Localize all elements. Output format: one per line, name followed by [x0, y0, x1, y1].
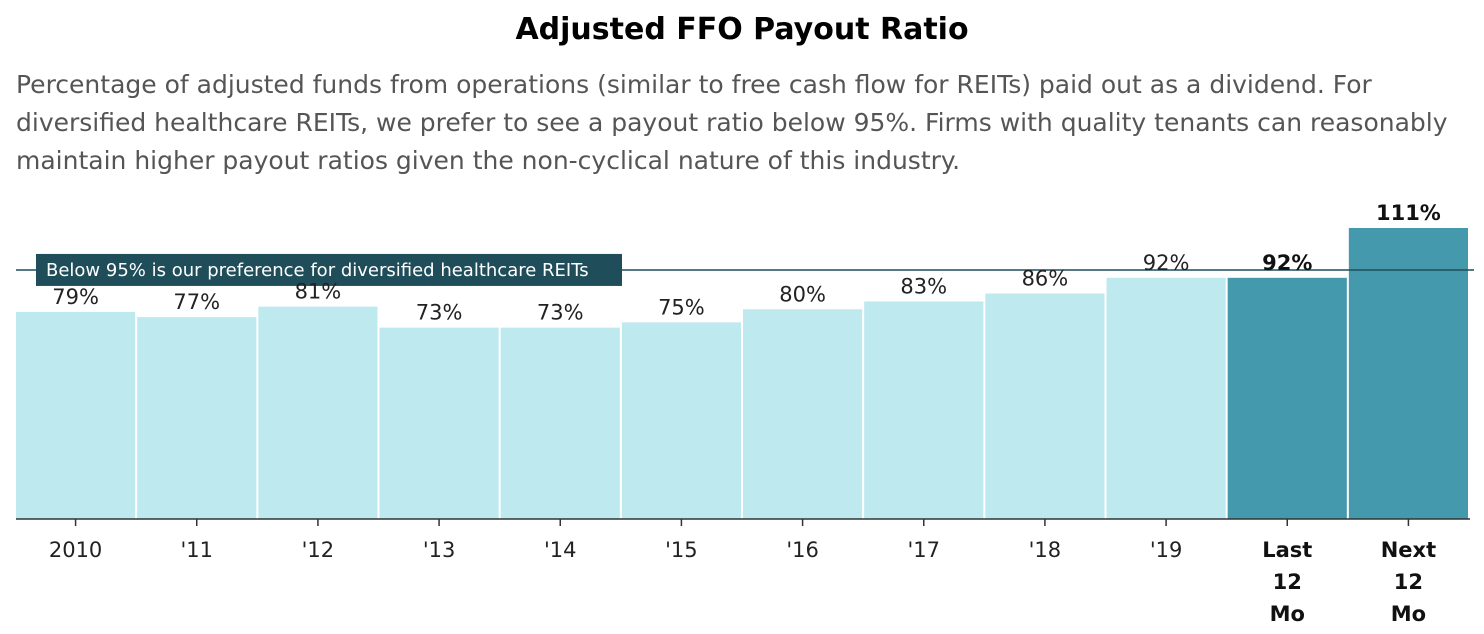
chart-title: Adjusted FFO Payout Ratio — [515, 12, 969, 47]
value-label-10: 92% — [1262, 251, 1312, 275]
bar-10 — [1227, 277, 1347, 519]
bar-7 — [864, 301, 984, 519]
bar-3 — [379, 327, 499, 519]
x-tick-label-11: Next 12 Mo — [1381, 538, 1436, 626]
value-label-2: 81% — [295, 280, 342, 304]
value-label-3: 73% — [416, 301, 463, 325]
x-tick-label-9: '19 — [1150, 538, 1183, 562]
bar-4 — [500, 327, 620, 519]
value-label-0: 79% — [52, 285, 99, 309]
x-tick-label-3: '13 — [423, 538, 456, 562]
value-label-5: 75% — [658, 295, 705, 319]
bar-1 — [137, 317, 257, 519]
x-tick-label-5: '15 — [665, 538, 698, 562]
bar-9 — [1106, 277, 1226, 519]
bar-8 — [985, 293, 1105, 519]
reference-label-box — [36, 253, 622, 286]
value-label-7: 83% — [900, 274, 947, 298]
x-tick-label-4: '14 — [544, 538, 577, 562]
x-tick-label-1: '11 — [181, 538, 214, 562]
value-label-6: 80% — [779, 282, 826, 306]
x-tick-label-10: Last 12 Mo — [1262, 538, 1312, 626]
bar-2 — [258, 306, 378, 519]
x-tick-label-8: '18 — [1029, 538, 1062, 562]
x-tick-label-2: '12 — [302, 538, 335, 562]
reference-label: Below 95% is our preference for diversif… — [46, 260, 589, 281]
bar-6 — [743, 309, 863, 519]
value-label-11: 111% — [1376, 201, 1441, 225]
bar-5 — [621, 322, 741, 519]
chart-subtitle: Percentage of adjusted funds from operat… — [16, 70, 1448, 175]
value-label-4: 73% — [537, 301, 584, 325]
value-label-9: 92% — [1143, 251, 1190, 275]
x-tick-label-0: 2010 — [49, 538, 102, 562]
x-tick-label-6: '16 — [786, 538, 819, 562]
value-label-1: 77% — [173, 290, 220, 314]
value-label-8: 86% — [1022, 267, 1069, 291]
bar-11 — [1348, 228, 1468, 519]
bar-0 — [16, 311, 136, 519]
x-tick-label-7: '17 — [908, 538, 941, 562]
